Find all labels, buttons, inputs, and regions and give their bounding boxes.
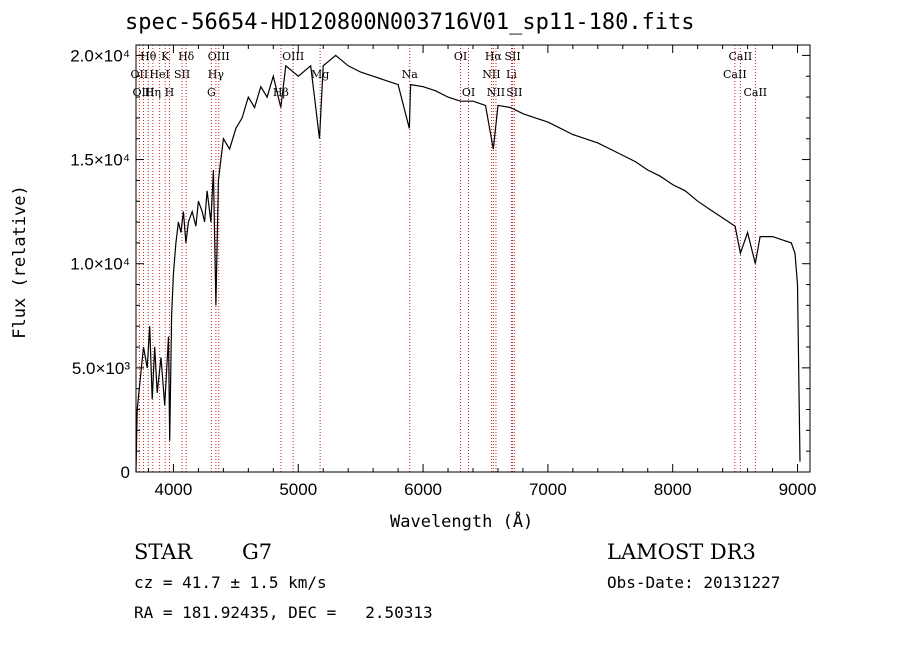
marker-label: Hα [485,50,503,63]
y-tick-label: 1.5×10⁴ [70,151,130,170]
redshift-text: cz = 41.7 ± 1.5 km/s [134,573,327,592]
marker-label: OIII [132,86,154,99]
marker-label: Hδ [178,50,195,63]
marker-label: NII [487,86,505,99]
marker-label: OI [462,86,475,99]
y-tick-label: 5.0×10³ [72,359,130,378]
x-tick-label: 5000 [279,480,317,499]
y-tick-label: 0 [121,463,130,482]
marker-label: Hγ [208,68,225,81]
marker-label: Li [506,68,517,81]
marker-label: OIII [282,50,304,63]
chart-title: spec-56654-HD120800N003716V01_sp11-180.f… [125,10,695,35]
x-tick-label: 9000 [779,480,817,499]
marker-label: CaII [723,68,747,81]
x-tick-label: 6000 [404,480,442,499]
marker-label: HeI [149,68,169,81]
x-tick-label: 4000 [155,480,193,499]
y-tick-label: 1.0×10⁴ [70,255,130,274]
marker-label: Mg [311,68,329,81]
marker-label: SII [174,68,190,81]
marker-label: CaII [743,86,767,99]
marker-label: Hβ [273,86,289,99]
marker-label: NII [482,68,500,81]
y-tick-label: 2.0×10⁴ [70,46,130,65]
x-axis-label: Wavelength (Å) [390,512,534,532]
plot-frame [135,44,811,473]
spectrum-line [135,54,801,473]
subclass: G7 [242,540,273,564]
marker-label: OI [454,50,467,63]
marker-label: Hθ [140,50,157,63]
marker-label: CaII [729,50,753,63]
line-marker-labels: Hθ OII OIII K HeI Hη H SII Hδ OIII Hγ G Hβ OIII Mg Na OI… [131,50,768,99]
marker-label: K [161,50,170,63]
x-tick-label: 8000 [654,480,692,499]
marker-label: OIII [208,50,230,63]
marker-label: OII [131,68,149,81]
marker-label: G [207,86,216,99]
marker-label: Na [402,68,419,81]
line-markers [138,45,756,472]
y-axis-label: Flux (relative) [10,185,30,339]
marker-label: Hη [145,86,161,99]
marker-label: SII [506,86,522,99]
coordinates-text: RA = 181.92435, DEC = 2.50313 [134,603,433,622]
survey-name: LAMOST DR3 [607,540,756,564]
x-ticks: 4000 5000 6000 7000 8000 9000 [147,45,817,499]
obs-date: Obs-Date: 20131227 [607,573,781,592]
x-tick-label: 7000 [529,480,567,499]
object-type: STAR [134,540,193,564]
y-ticks: 0 5.0×10³ 1.0×10⁴ 1.5×10⁴ 2.0×10⁴ [70,46,810,482]
marker-label: SII [504,50,520,63]
marker-label: H [165,86,175,99]
